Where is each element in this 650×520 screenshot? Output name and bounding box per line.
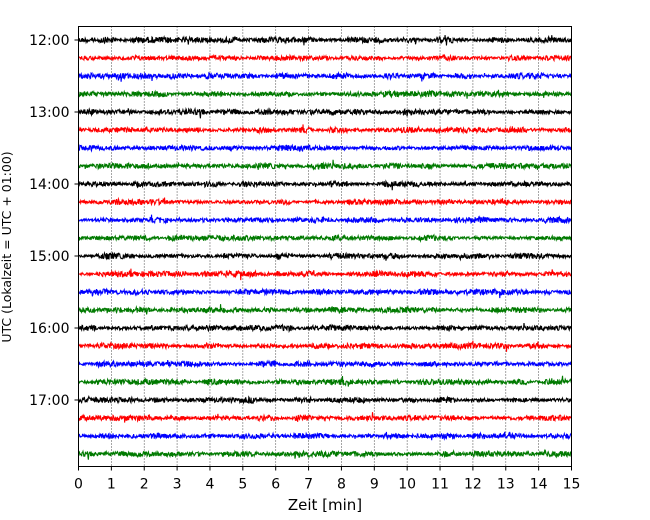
trace-1715 — [77, 412, 573, 423]
grid-layer — [111, 26, 539, 467]
x-tick-label-12: 12 — [464, 477, 482, 493]
x-tick-label-5: 5 — [238, 477, 247, 493]
x-axis-label: Zeit [min] — [288, 496, 362, 514]
y-axis-label: UTC (Lokalzeit = UTC + 01:00) — [0, 151, 14, 342]
trace-1745 — [77, 448, 573, 460]
trace-1445 — [78, 233, 573, 243]
x-tick-label-6: 6 — [271, 477, 280, 493]
trace-1330 — [77, 143, 573, 153]
trace-1215 — [77, 53, 572, 63]
trace-1400 — [77, 179, 573, 191]
trace-1630 — [78, 359, 572, 369]
x-tick-label-0: 0 — [74, 477, 83, 493]
trace-1430 — [78, 214, 572, 225]
trace-1730 — [78, 431, 573, 441]
trace-1300 — [77, 106, 572, 119]
trace-1345 — [77, 159, 573, 171]
trace-1245 — [77, 89, 572, 100]
x-tick-label-11: 11 — [431, 477, 449, 493]
x-tick-label-9: 9 — [370, 477, 379, 493]
trace-layer — [77, 34, 573, 460]
trace-1415 — [78, 196, 572, 207]
trace-1600 — [78, 322, 573, 334]
trace-1500 — [78, 250, 573, 262]
trace-1315 — [78, 124, 573, 135]
trace-1200 — [78, 34, 573, 46]
x-tick-label-3: 3 — [173, 477, 182, 493]
y-tick-label-12:00: 12:00 — [29, 33, 69, 49]
x-tick-label-10: 10 — [398, 477, 416, 493]
x-tick-label-15: 15 — [563, 477, 581, 493]
y-tick-label-15:00: 15:00 — [29, 249, 69, 265]
trace-1700 — [78, 394, 573, 405]
x-tick-label-4: 4 — [206, 477, 215, 493]
y-tick-label-14:00: 14:00 — [29, 177, 69, 193]
x-tick-label-14: 14 — [530, 477, 548, 493]
x-tick-label-7: 7 — [304, 477, 313, 493]
trace-1515 — [78, 268, 573, 281]
x-tick-label-1: 1 — [107, 477, 116, 493]
trace-1230 — [77, 70, 572, 82]
x-tick-label-2: 2 — [140, 477, 149, 493]
trace-1545 — [77, 304, 573, 315]
trace-1645 — [78, 375, 573, 387]
y-tick-label-16:00: 16:00 — [29, 321, 69, 337]
trace-1530 — [77, 287, 573, 299]
y-tick-label-17:00: 17:00 — [29, 393, 69, 409]
y-axis-ticks: 12:00 13:00 14:00 15:00 16:00 17:00 — [29, 33, 79, 409]
x-tick-label-8: 8 — [337, 477, 346, 493]
trace-1615 — [78, 340, 572, 352]
y-tick-label-13:00: 13:00 — [29, 105, 69, 121]
plot-frame — [78, 26, 572, 467]
x-tick-label-13: 13 — [497, 477, 515, 493]
x-axis-ticks: 0 1 2 3 4 5 6 7 8 9 10 11 12 13 14 15 — [74, 466, 581, 493]
